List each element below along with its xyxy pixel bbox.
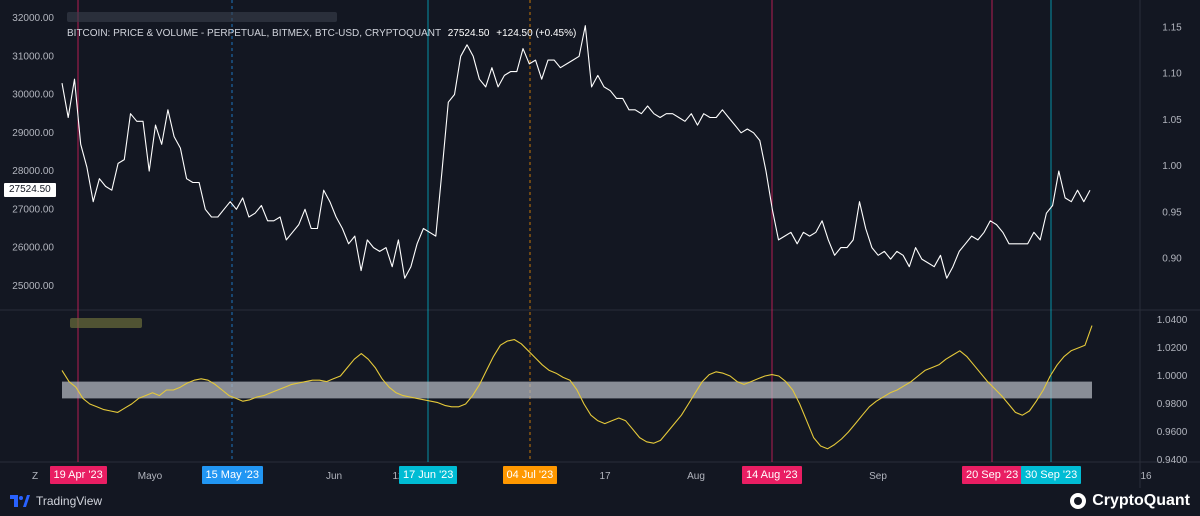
right-axis-tick: 1.00 xyxy=(1162,161,1182,172)
price-axis-tick: 29000.00 xyxy=(12,128,54,139)
cryptoquant-icon xyxy=(1070,493,1087,509)
chart-header: BITCOIN: PRICE & VOLUME - PERPETUAL, BIT… xyxy=(67,28,576,39)
tradingview-icon xyxy=(10,495,30,507)
price-axis-tick: 28000.00 xyxy=(12,166,54,177)
time-axis-tick: Z xyxy=(32,471,38,482)
blurred-toolbar-text xyxy=(67,12,337,22)
time-axis-tick: 16 xyxy=(1140,471,1152,482)
price-axis-tick: 31000.00 xyxy=(12,51,54,62)
price-axis-tick: 26000.00 xyxy=(12,243,54,254)
event-date-badge: 14 Aug '23 xyxy=(742,466,802,484)
event-date-badge: 17 Jun '23 xyxy=(399,466,458,484)
time-axis-tick: Jun xyxy=(326,471,342,482)
tradingview-logo[interactable]: TradingView xyxy=(10,494,102,508)
indicator-axis-tick: 1.0000 xyxy=(1157,371,1188,382)
footer-bar: TradingView CryptoQuant xyxy=(0,488,1200,516)
indicator-axis-tick: 0.9600 xyxy=(1157,427,1188,438)
price-line xyxy=(61,25,1091,279)
price-change: +124.50 (+0.45%) xyxy=(496,28,577,39)
indicator-axis-tick: 0.9800 xyxy=(1157,399,1188,410)
time-axis-tick: Mayo xyxy=(138,471,163,482)
indicator-axis-tick: 1.0200 xyxy=(1157,343,1188,354)
right-axis-tick: 1.15 xyxy=(1162,22,1182,33)
time-axis-tick: Aug xyxy=(687,471,705,482)
chart-title: BITCOIN: PRICE & VOLUME - PERPETUAL, BIT… xyxy=(67,28,441,39)
cryptoquant-logo[interactable]: CryptoQuant xyxy=(1070,492,1190,510)
right-axis-tick: 0.90 xyxy=(1162,254,1182,265)
tradingview-label: TradingView xyxy=(36,494,103,508)
event-date-badge: 20 Sep '23 xyxy=(962,466,1023,484)
indicator-axis-tick: 0.9400 xyxy=(1157,455,1188,466)
price-axis-tick: 30000.00 xyxy=(12,90,54,101)
price-axis-tick: 32000.00 xyxy=(12,13,54,24)
event-date-badge: 19 Apr '23 xyxy=(49,466,107,484)
event-date-badge: 15 May '23 xyxy=(201,466,263,484)
price-axis-tick: 25000.00 xyxy=(12,281,54,292)
cryptoquant-label: CryptoQuant xyxy=(1092,492,1190,509)
event-date-badge: 04 Jul '23 xyxy=(502,466,558,484)
last-price: 27524.50 xyxy=(447,28,490,39)
time-axis-tick: 12 xyxy=(392,471,404,482)
chart-canvas[interactable]: 32000.00 31000.00 30000.00 29000.00 28000.00… xyxy=(0,0,1200,488)
right-axis-tick: 1.10 xyxy=(1162,69,1182,80)
time-axis-tick: Sep xyxy=(869,471,887,482)
time-axis-tick: 17 xyxy=(599,471,611,482)
price-axis-tick: 27000.00 xyxy=(12,204,54,215)
event-date-badge: 30 Sep '23 xyxy=(1021,466,1082,484)
right-axis-tick: 0.95 xyxy=(1162,207,1182,218)
indicator-line xyxy=(61,325,1093,450)
indicator-axis-tick: 1.0400 xyxy=(1157,315,1188,326)
right-axis-tick: 1.05 xyxy=(1162,115,1182,126)
current-price-tag: 27524.50 xyxy=(4,183,56,197)
blurred-indicator-label xyxy=(70,318,142,328)
